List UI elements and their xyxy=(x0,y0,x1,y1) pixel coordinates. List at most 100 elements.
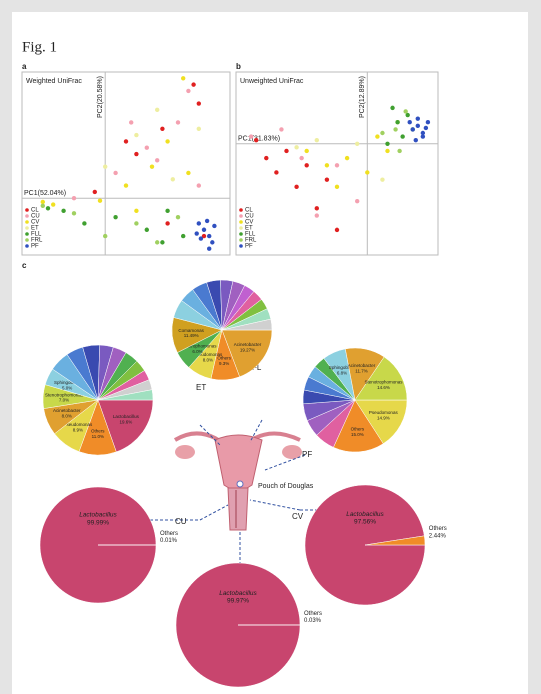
pie-category-label: Stenotrophomonas xyxy=(178,343,217,348)
legend-label: CV xyxy=(31,220,39,226)
legend-label: CL xyxy=(245,208,253,214)
pie-value-label: 11.0% xyxy=(92,434,104,439)
y-axis-label: PC2(20.58%) xyxy=(97,76,104,118)
pie-value-label: 8.0% xyxy=(203,357,213,362)
scatter-point xyxy=(375,134,380,139)
scatter-point xyxy=(314,206,319,211)
panel-letter: a xyxy=(22,62,27,71)
scatter-point xyxy=(304,163,309,168)
scatter-point xyxy=(113,170,118,176)
scatter-point xyxy=(397,148,402,154)
scatter-point xyxy=(344,155,350,161)
scatter-point xyxy=(97,198,103,203)
legend-label: CV xyxy=(245,220,253,226)
pie-category-label: Sphingobium xyxy=(54,380,81,385)
pie-value-label: 97.56% xyxy=(354,519,376,526)
scatter-point xyxy=(201,233,207,239)
pie-organ-label: CU xyxy=(175,517,187,526)
scatter-point xyxy=(254,137,259,143)
legend-swatch xyxy=(239,208,243,212)
legend-label: ET xyxy=(245,226,253,232)
scatter-point xyxy=(196,101,201,106)
panel-letter: c xyxy=(22,261,27,270)
scatter-point xyxy=(425,120,431,125)
scatter-point xyxy=(423,125,429,131)
scatter-point xyxy=(314,213,319,218)
scatter-point xyxy=(175,120,181,125)
scatter-point xyxy=(413,137,418,143)
scatter-point xyxy=(71,196,77,201)
scatter-point xyxy=(82,221,87,226)
legend-swatch xyxy=(25,226,29,230)
pie-value-label: 0.03% xyxy=(304,618,322,624)
scatter-point xyxy=(92,189,98,195)
scatter-point xyxy=(264,155,269,161)
uterus-diagram xyxy=(145,419,330,570)
scatter-point xyxy=(71,211,77,216)
pie-organ-label: ET xyxy=(196,383,206,392)
legend-label: CU xyxy=(245,214,254,220)
pie-value-label: 8.9% xyxy=(73,427,83,432)
scatter-point xyxy=(134,132,139,138)
scatter-point xyxy=(324,177,330,182)
scatter-point xyxy=(165,221,170,226)
pie-category-label: Others xyxy=(429,526,447,532)
legend-swatch xyxy=(25,214,29,218)
scatter-point xyxy=(279,127,284,132)
scatter-point xyxy=(134,221,139,226)
scatter-point xyxy=(420,130,426,136)
scatter-point xyxy=(113,214,118,220)
diagram-label: Pouch of Douglas xyxy=(258,483,314,490)
scatter-point xyxy=(129,120,134,125)
pie-value-label: 6.8% xyxy=(337,370,347,375)
scatter-point xyxy=(393,127,398,132)
pie-value-label: 11.7% xyxy=(355,368,367,373)
scatter-point xyxy=(212,223,217,229)
scatter-point xyxy=(198,236,204,241)
scatter-point xyxy=(365,170,370,175)
pie-value-label: 99.97% xyxy=(227,598,249,605)
pie-value-label: 7.0% xyxy=(59,398,69,403)
scatter-point xyxy=(403,109,408,114)
scatter-point xyxy=(405,112,410,118)
legend-swatch xyxy=(25,208,29,212)
pie-category-label: Others xyxy=(351,427,365,432)
scatter-point xyxy=(207,246,212,251)
scatter-point xyxy=(355,198,360,204)
pie-category-label: Comamonas xyxy=(178,328,204,333)
scatter-point xyxy=(160,240,165,245)
scatter-point xyxy=(299,155,304,161)
scatter-point xyxy=(314,137,319,143)
legend-swatch xyxy=(25,232,29,236)
legend-label: CL xyxy=(31,208,39,214)
scatter-point xyxy=(134,208,139,214)
scatter-point xyxy=(123,139,129,144)
pie-category-label: Pseudomonas xyxy=(369,410,399,415)
legend-swatch xyxy=(25,220,29,224)
scatter-point xyxy=(204,218,210,224)
pie-value-label: 14.6% xyxy=(377,385,390,390)
scatter-point xyxy=(45,206,51,211)
legend-label: PF xyxy=(31,244,39,250)
scatter-point xyxy=(123,183,129,188)
pie-slice xyxy=(354,356,408,401)
scatter-point xyxy=(40,199,45,205)
pie-slice xyxy=(333,399,384,453)
pie-category-label: Others xyxy=(91,429,105,434)
pie-value-label: 8.0% xyxy=(62,413,72,418)
scatter-point xyxy=(103,164,108,169)
scatter-point xyxy=(294,184,299,190)
scatter-point xyxy=(160,126,165,131)
pie-category-label: Acinetobacter xyxy=(234,342,262,347)
pie-slice xyxy=(354,399,408,444)
pie-category-label: Pseudomonas xyxy=(193,352,223,357)
legend-label: CU xyxy=(31,214,40,220)
panel-title: Weighted UniFrac xyxy=(26,78,82,85)
pie-organ-label: CV xyxy=(292,512,304,521)
pie-category-label: Lactobacillus xyxy=(219,590,257,597)
pie-category-label: Sphingobium xyxy=(329,365,356,370)
pie-category-label: Acinetobacter xyxy=(348,363,376,368)
scatter-point xyxy=(165,208,170,214)
x-axis-label: PC1(31.83%) xyxy=(238,136,280,143)
pie-slice xyxy=(364,535,426,546)
